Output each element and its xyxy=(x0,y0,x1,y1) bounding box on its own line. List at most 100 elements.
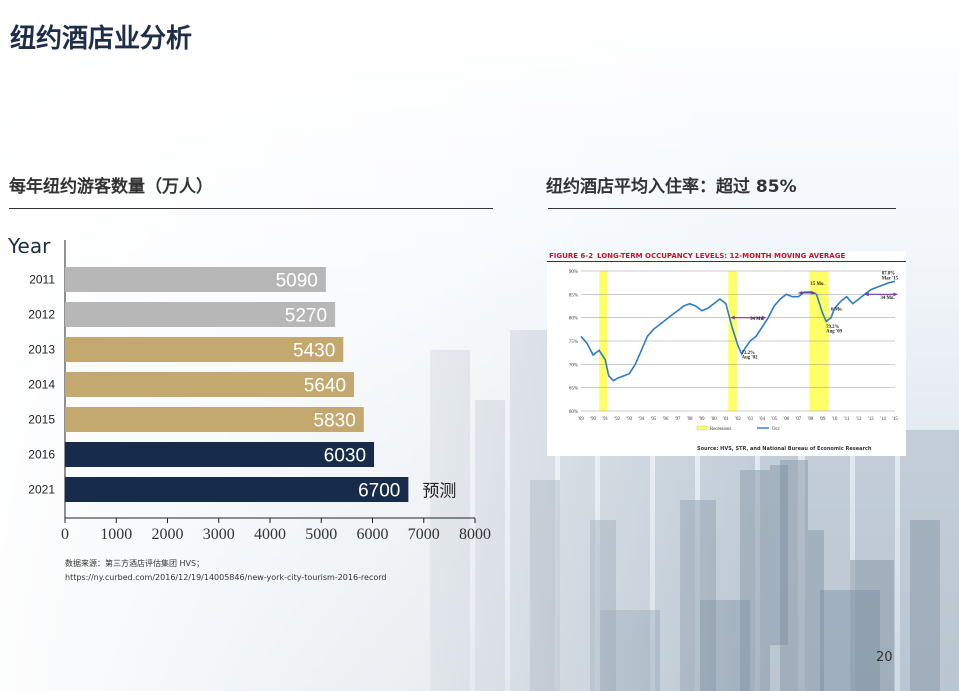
occ-x-tick-label: '15 xyxy=(892,417,898,422)
x-tick-label-5000: 5000 xyxy=(305,526,337,543)
occ-x-tick-label: '00 xyxy=(711,417,717,422)
category-label-2021: 2021 xyxy=(28,483,55,497)
figure-title: LONG-TERM OCCUPANCY LEVELS: 12-MONTH MOV… xyxy=(597,252,846,260)
data-source-note: 数据来源：第三方酒店评估集团 HVS； https://ny.curbed.co… xyxy=(65,557,386,585)
x-tick-label-7000: 7000 xyxy=(408,526,440,543)
value-label-2011: 5090 xyxy=(276,271,318,292)
occ-x-tick-label: '89 xyxy=(578,417,584,422)
occ-y-tick-label: 85% xyxy=(569,293,578,298)
value-label-2016: 6030 xyxy=(324,446,366,467)
source-line-2: https://ny.curbed.com/2016/12/19/1400584… xyxy=(65,573,387,582)
occ-x-tick-label: '07 xyxy=(796,417,802,422)
occ-arrow-head xyxy=(761,315,766,320)
x-tick-label-8000: 8000 xyxy=(459,526,491,543)
occ-y-tick-label: 75% xyxy=(569,340,578,345)
occ-arrow-head xyxy=(864,292,869,297)
occ-annotation: 34 Mo. xyxy=(750,317,764,322)
occ-y-tick-label: 80% xyxy=(569,317,578,322)
value-label-2012: 5270 xyxy=(285,306,327,327)
occ-x-tick-label: '10 xyxy=(832,417,838,422)
occ-x-tick-label: '11 xyxy=(844,417,850,422)
occ-x-tick-label: '92 xyxy=(614,417,620,422)
value-label-2014: 5640 xyxy=(304,376,346,397)
occupancy-figure-header: FIGURE 6-2 LONG-TERM OCCUPANCY LEVELS: 1… xyxy=(547,251,906,267)
occ-arrow-head xyxy=(798,290,803,295)
figure-label: FIGURE 6-2 xyxy=(549,252,594,260)
occ-annotation: Mar '15 xyxy=(882,276,899,281)
occ-x-tick-label: '05 xyxy=(771,417,777,422)
occ-annotation: 87.8% xyxy=(882,272,895,277)
category-label-2016: 2016 xyxy=(28,448,55,462)
occ-x-tick-label: '93 xyxy=(626,417,632,422)
occ-x-tick-label: '97 xyxy=(675,417,681,422)
category-label-2011: 2011 xyxy=(29,273,55,287)
occ-x-tick-label: '01 xyxy=(723,417,729,422)
bar-2013 xyxy=(65,337,344,362)
bar-2021 xyxy=(65,477,409,502)
occ-x-tick-label: '95 xyxy=(651,417,657,422)
bar-2014 xyxy=(65,372,355,397)
visitors-chart-title: 每年纽约游客数量（万人） xyxy=(9,177,213,197)
occ-x-tick-label: '08 xyxy=(808,417,814,422)
occ-x-tick-label: '09 xyxy=(820,417,826,422)
occ-x-tick-label: '02 xyxy=(735,417,741,422)
occ-x-tick-label: '04 xyxy=(759,417,765,422)
value-label-2013: 5430 xyxy=(293,341,335,362)
occupancy-source: Source: HVS, STR, and National Bureau of… xyxy=(697,446,872,452)
occ-annotation: 72.2% xyxy=(742,351,755,356)
bar-2011 xyxy=(65,267,326,292)
category-label-2013: 2013 xyxy=(28,343,55,357)
x-tick-label-6000: 6000 xyxy=(357,526,389,543)
bar-2016 xyxy=(65,442,375,467)
occ-y-tick-label: 65% xyxy=(569,387,578,392)
legend-recession-label: Recessions xyxy=(710,427,731,432)
occ-annotation: Aug '02 xyxy=(742,356,758,361)
occ-arrow-head xyxy=(730,315,735,320)
occupancy-figure: FIGURE 6-2 LONG-TERM OCCUPANCY LEVELS: 1… xyxy=(547,251,906,456)
page-number: 20 xyxy=(876,650,893,665)
category-label-2014: 2014 xyxy=(28,378,55,392)
occupancy-line-chart: 60% 65% 70% 75% 80% 85% 90% '89 '90 '91 '92 '93 '94 '… xyxy=(569,270,899,432)
x-tick-label-1000: 1000 xyxy=(100,526,132,543)
x-tick-label-0: 0 xyxy=(61,526,69,543)
occ-x-tick-label: '03 xyxy=(747,417,753,422)
occ-x-tick-label: '99 xyxy=(699,417,705,422)
occ-annotation: Aug '09 xyxy=(826,330,842,335)
occ-arrow-head xyxy=(811,290,816,295)
occ-annotation: 6 Mo. xyxy=(831,308,843,313)
occ-y-tick-label: 70% xyxy=(569,363,578,368)
occ-annotation: 34 Mo. xyxy=(881,296,895,301)
legend-occ-label: Occ xyxy=(772,427,780,432)
x-tick-label-4000: 4000 xyxy=(254,526,286,543)
bar-2012 xyxy=(65,302,336,327)
value-label-2021: 6700 xyxy=(358,481,400,502)
occ-series-line xyxy=(580,280,896,382)
occ-x-tick-label: '12 xyxy=(856,417,862,422)
occ-x-tick-label: '96 xyxy=(663,417,669,422)
figure-header-rule xyxy=(547,261,906,262)
year-axis-label: Year xyxy=(8,234,51,258)
value-label-2015: 5830 xyxy=(314,411,356,432)
occ-x-tick-label: '14 xyxy=(880,417,886,422)
x-tick-label-2000: 2000 xyxy=(152,526,184,543)
occupancy-title-rule xyxy=(548,208,896,209)
occ-x-tick-label: '06 xyxy=(783,417,789,422)
page-title: 纽约酒店业分析 xyxy=(10,24,193,54)
occ-x-tick-label: '91 xyxy=(602,417,608,422)
category-label-2015: 2015 xyxy=(28,413,55,427)
bar-2015 xyxy=(65,407,364,432)
x-tick-label-3000: 3000 xyxy=(203,526,235,543)
category-label-2012: 2012 xyxy=(28,308,55,322)
occ-x-tick-label: '98 xyxy=(687,417,693,422)
occ-x-tick-label: '13 xyxy=(868,417,874,422)
occ-arrow-head xyxy=(893,292,898,297)
source-line-1: 数据来源：第三方酒店评估集团 HVS； xyxy=(65,559,205,568)
legend-recession-swatch xyxy=(696,425,708,431)
forecast-annotation: 预测 xyxy=(422,482,456,502)
occ-y-tick-label: 90% xyxy=(569,270,578,275)
visitors-title-rule xyxy=(9,208,493,209)
occ-x-tick-label: '94 xyxy=(639,417,645,422)
occupancy-chart-title: 纽约酒店平均入住率：超过 85% xyxy=(546,177,797,197)
occ-y-tick-label: 60% xyxy=(569,410,578,415)
